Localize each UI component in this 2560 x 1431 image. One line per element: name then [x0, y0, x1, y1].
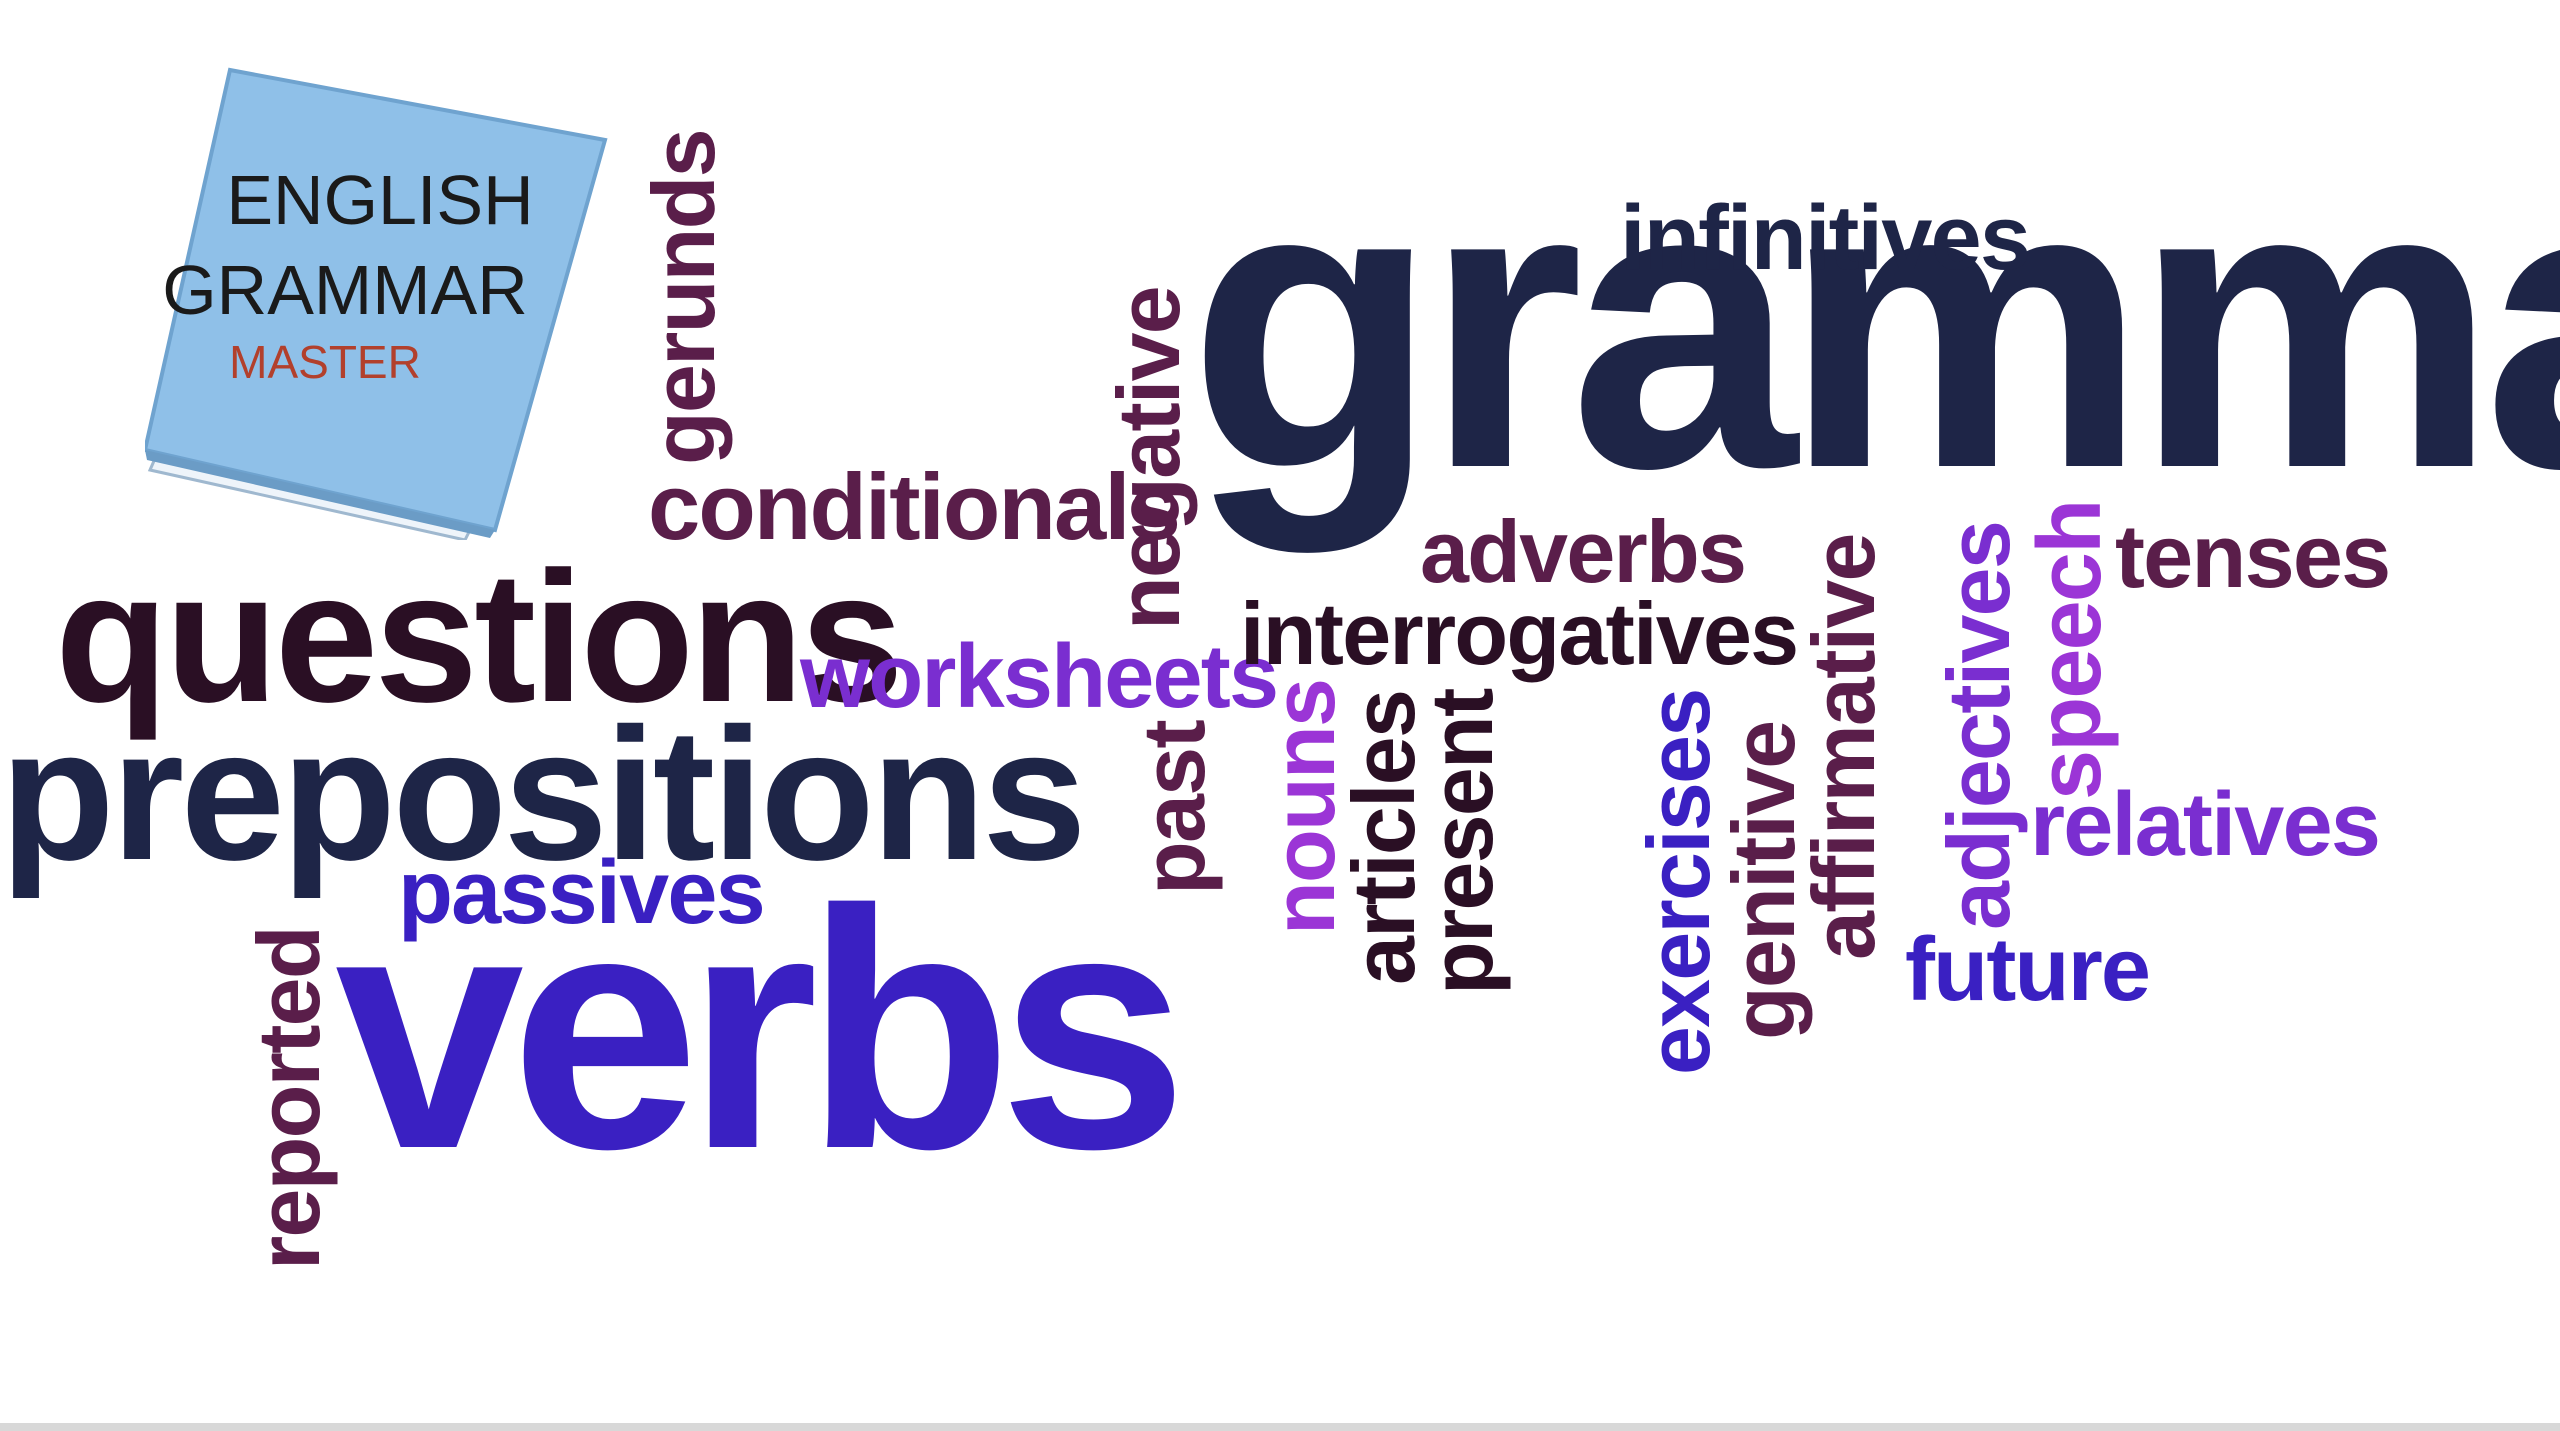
word-affirmative: affirmative [1794, 534, 1893, 960]
book-icon [145, 67, 608, 540]
logo-subtitle: MASTER [229, 336, 421, 388]
word-past: past [1124, 721, 1223, 895]
word-questions: questions [55, 534, 904, 741]
logo-title-line-2: GRAMMAR [162, 251, 528, 329]
word-speech: speech [2020, 500, 2120, 800]
bottom-divider [0, 1423, 2560, 1431]
logo-title-line-1: ENGLISH [226, 161, 534, 239]
word-passives: passives [398, 843, 766, 943]
word-prepositions: prepositions [0, 689, 1087, 899]
word-reported: reported [239, 927, 338, 1270]
english-grammar-master-logo: ENGLISH GRAMMAR MASTER [145, 60, 615, 540]
word-exercises: exercises [1629, 689, 1728, 1075]
word-future: future [1905, 920, 2151, 1020]
word-gerunds: gerunds [634, 130, 733, 465]
word-tenses: tenses [2115, 507, 2391, 607]
word-negative: negative [1099, 287, 1198, 630]
word-worksheets: worksheets [800, 627, 1279, 727]
word-grammar: grammar [1188, 95, 2560, 553]
word-verbs: verbs [335, 840, 1188, 1220]
word-present: present [1412, 689, 1511, 995]
word-adverbs: adverbs [1420, 502, 1747, 601]
word-conditionals: conditionals [648, 454, 1181, 559]
word-relatives: relatives [2030, 775, 2381, 875]
word-interrogatives: interrogatives [1240, 584, 1799, 683]
word-adjectives: adjectives [1929, 521, 2028, 930]
word-infinitives: infinitives [1620, 187, 2031, 289]
